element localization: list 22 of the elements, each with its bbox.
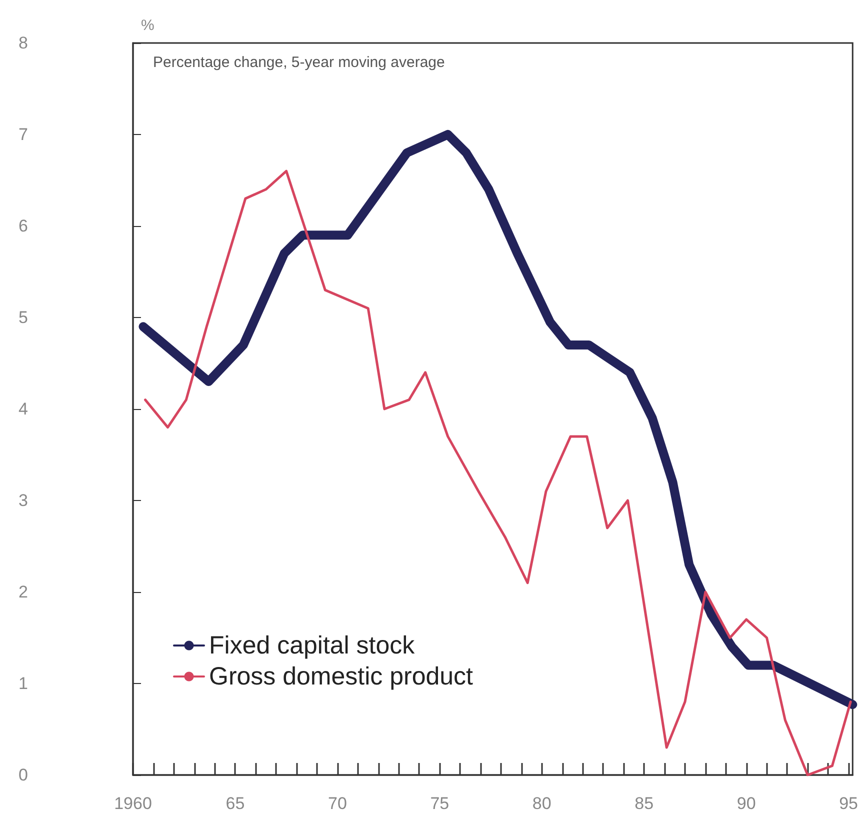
y-tick-label: 7 — [18, 125, 28, 144]
line-series — [144, 170, 852, 776]
x-tick-label: 75 — [430, 794, 450, 813]
legend-label: Fixed capital stock — [209, 632, 416, 660]
x-tick-label: 95 — [839, 794, 858, 813]
y-tick-label: 6 — [18, 216, 28, 236]
y-axis-title: % — [141, 17, 154, 34]
y-tick-label: 0 — [18, 766, 28, 784]
x-tick-label: 90 — [736, 794, 756, 813]
legend-label: Gross domestic product — [209, 662, 474, 690]
y-tick-label: 8 — [18, 34, 28, 52]
text: Percentage change, 5-year moving average — [153, 54, 445, 71]
x-tick-label: 65 — [226, 794, 245, 813]
y-tick-label: 2 — [18, 582, 28, 602]
x-tick-label: 85 — [634, 794, 654, 813]
x-tick-label: 70 — [328, 794, 347, 813]
x-tick-label: 80 — [532, 794, 552, 813]
y-tick-label: 3 — [18, 491, 28, 510]
x-tick-label: 1960 — [114, 794, 152, 813]
y-tick-label: 4 — [18, 400, 28, 418]
y-tick-label: 5 — [18, 308, 28, 327]
y-tick-label: 1 — [18, 674, 28, 693]
